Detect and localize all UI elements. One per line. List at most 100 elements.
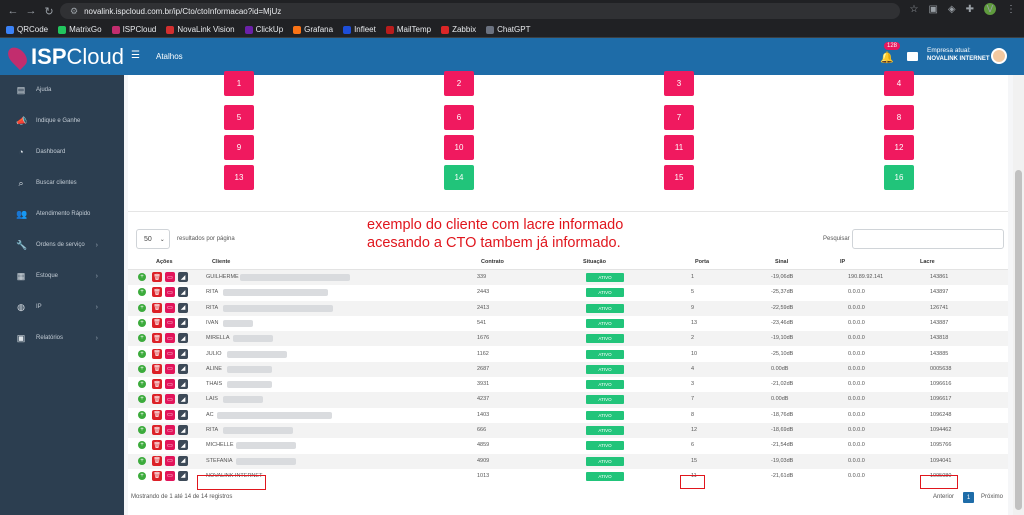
col-port[interactable]: Porta	[695, 259, 710, 265]
trash-icon[interactable]: 🗑	[152, 394, 162, 405]
col-signal[interactable]: Sinal	[775, 259, 789, 265]
trash-icon[interactable]: 🗑	[152, 302, 162, 313]
sidebar-item[interactable]: 📣 Indique e Ganhe	[0, 106, 124, 136]
chart-icon[interactable]: ◢	[178, 409, 188, 420]
chart-icon[interactable]: ◢	[178, 363, 188, 374]
back-icon[interactable]: ←	[7, 5, 19, 17]
cto-port-5[interactable]: 5	[224, 105, 254, 130]
monitor-icon[interactable]: ▭	[165, 394, 175, 405]
chart-icon[interactable]: ◢	[178, 287, 188, 298]
cto-port-10[interactable]: 10	[444, 135, 474, 160]
bookmark-item[interactable]: ChatGPT	[486, 25, 530, 34]
monitor-icon[interactable]: ▭	[165, 363, 175, 374]
chart-icon[interactable]: ◢	[178, 317, 188, 328]
trash-icon[interactable]: 🗑	[152, 333, 162, 344]
cto-port-1[interactable]: 1	[224, 71, 254, 96]
add-icon[interactable]: +	[138, 410, 146, 419]
bookmark-item[interactable]: NovaLink Vision	[166, 25, 235, 34]
logo[interactable]: ISPCloud	[0, 38, 124, 75]
chart-icon[interactable]: ◢	[178, 440, 188, 451]
star-icon[interactable]: ☆	[909, 3, 919, 15]
bookmark-item[interactable]: Zabbix	[441, 25, 476, 34]
sidebar-item[interactable]: ◍ IP ›	[0, 292, 124, 322]
trash-icon[interactable]: 🗑	[152, 379, 162, 390]
bookmark-item[interactable]: Grafana	[293, 25, 333, 34]
sidebar-item[interactable]: ▤ Ajuda	[0, 75, 124, 105]
cell-client[interactable]: IVAN	[206, 319, 219, 326]
monitor-icon[interactable]: ▭	[165, 470, 175, 481]
monitor-icon[interactable]: ▭	[165, 379, 175, 390]
bell-icon[interactable]: 🔔	[880, 52, 894, 64]
cell-client[interactable]: RITA	[206, 427, 219, 433]
cell-client[interactable]: MICHELLE	[206, 442, 234, 449]
cell-client[interactable]: STEFANIA	[206, 457, 233, 464]
col-actions[interactable]: Ações	[156, 259, 173, 265]
monitor-icon[interactable]: ▭	[165, 409, 175, 420]
chart-icon[interactable]: ◢	[178, 455, 188, 466]
hamburger-icon[interactable]: ☰	[131, 50, 140, 61]
trash-icon[interactable]: 🗑	[152, 440, 162, 451]
current-page-button[interactable]: 1	[963, 492, 974, 503]
forward-icon[interactable]: →	[25, 5, 37, 17]
per-page-select[interactable]: 50 ⌄	[136, 229, 170, 249]
cto-port-9[interactable]: 9	[224, 135, 254, 160]
add-icon[interactable]: +	[138, 380, 146, 389]
scrollbar-thumb[interactable]	[1015, 170, 1022, 510]
col-ip[interactable]: IP	[840, 259, 846, 265]
cell-client[interactable]: RITA	[206, 289, 219, 296]
bookmark-item[interactable]: ISPCloud	[111, 25, 156, 34]
add-icon[interactable]: +	[138, 364, 146, 373]
col-seal[interactable]: Lacre	[920, 259, 935, 265]
chart-icon[interactable]: ◢	[178, 302, 188, 313]
bookmark-item[interactable]: MailTemp	[385, 25, 431, 34]
trash-icon[interactable]: 🗑	[152, 348, 162, 359]
reload-icon[interactable]: ↻	[44, 5, 54, 18]
chart-icon[interactable]: ◢	[178, 333, 188, 344]
monitor-icon[interactable]: ▭	[165, 455, 175, 466]
cto-port-14[interactable]: 14	[444, 165, 474, 190]
sidebar-item[interactable]: ◔ Dashboard	[0, 137, 124, 167]
sidebar-item[interactable]: ⌕ Buscar clientes	[0, 168, 124, 198]
address-bar[interactable]: ⚙ novalink.ispcloud.com.br/ip/Cto/ctoInf…	[60, 3, 900, 19]
add-icon[interactable]: +	[138, 288, 146, 297]
monitor-icon[interactable]: ▭	[165, 333, 175, 344]
cell-client[interactable]: AC	[206, 411, 214, 418]
chart-icon[interactable]: ◢	[178, 470, 188, 481]
cell-client[interactable]: RITA	[206, 304, 219, 311]
company-card-icon[interactable]	[907, 52, 918, 61]
monitor-icon[interactable]: ▭	[165, 287, 175, 298]
chart-icon[interactable]: ◢	[178, 425, 188, 435]
chart-icon[interactable]: ◢	[178, 272, 188, 282]
cto-port-13[interactable]: 13	[224, 165, 254, 190]
cell-client[interactable]: THAIS	[206, 381, 223, 388]
bookmark-item[interactable]: QRCode	[6, 25, 48, 34]
cto-port-12[interactable]: 12	[884, 135, 914, 160]
trash-icon[interactable]: 🗑	[152, 455, 162, 466]
add-icon[interactable]: +	[138, 334, 146, 343]
add-icon[interactable]: +	[138, 456, 146, 465]
col-contract[interactable]: Contrato	[481, 259, 504, 265]
monitor-icon[interactable]: ▭	[165, 272, 175, 282]
bookmark-item[interactable]: ClickUp	[244, 25, 283, 34]
puzzle-icon[interactable]: ✚	[965, 3, 974, 15]
add-icon[interactable]: +	[138, 349, 146, 358]
chart-icon[interactable]: ◢	[178, 379, 188, 390]
trash-icon[interactable]: 🗑	[152, 409, 162, 420]
cell-client[interactable]: MIRELLA	[206, 335, 230, 342]
add-icon[interactable]: +	[138, 426, 146, 434]
menu-icon[interactable]: ⋮	[1006, 3, 1016, 15]
trash-icon[interactable]: 🗑	[152, 287, 162, 298]
cto-port-3[interactable]: 3	[664, 71, 694, 96]
add-icon[interactable]: +	[138, 441, 146, 450]
add-icon[interactable]: +	[138, 471, 146, 480]
cell-client[interactable]: LAIS	[206, 396, 218, 403]
monitor-icon[interactable]: ▭	[165, 440, 175, 451]
trash-icon[interactable]: 🗑	[152, 363, 162, 374]
cto-port-15[interactable]: 15	[664, 165, 694, 190]
cell-client[interactable]: ALINE	[206, 365, 222, 372]
trash-icon[interactable]: 🗑	[152, 317, 162, 328]
col-client[interactable]: Cliente	[212, 259, 231, 265]
monitor-icon[interactable]: ▭	[165, 425, 175, 435]
cell-client[interactable]: JULIO	[206, 350, 222, 357]
user-avatar[interactable]	[991, 48, 1007, 64]
